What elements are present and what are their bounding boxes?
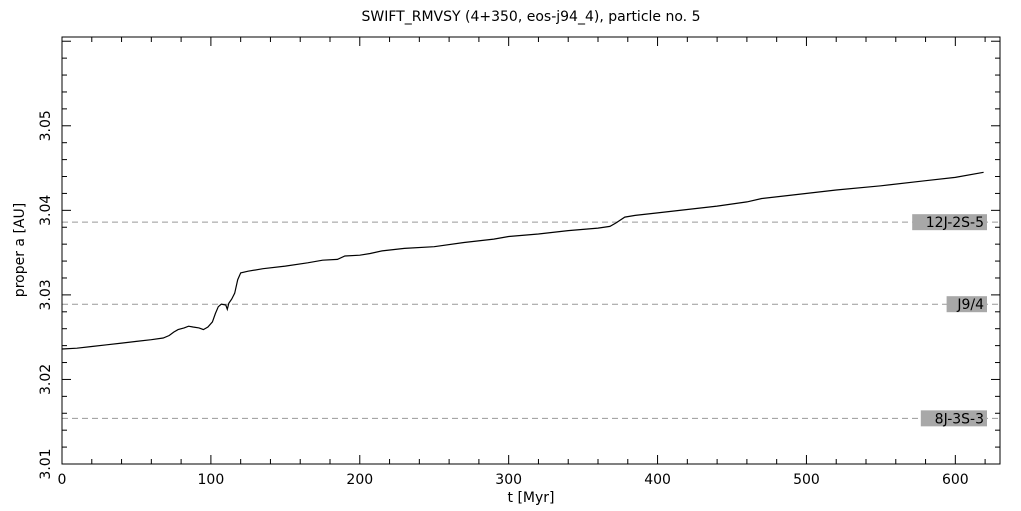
- x-tick-label: 600: [942, 472, 969, 488]
- resonance-label: 8J-3S-3: [935, 411, 984, 427]
- y-tick-label: 3.04: [38, 195, 54, 226]
- x-tick-label: 200: [346, 472, 373, 488]
- series-layer: [61, 171, 984, 350]
- plot-frame: [61, 36, 1001, 465]
- resonance-label: 12J-2S-5: [926, 215, 984, 231]
- resonance-label-box: [946, 296, 987, 313]
- x-tick-label: 400: [644, 472, 671, 488]
- series-line: [61, 171, 984, 350]
- resonance-label-box: [912, 214, 987, 231]
- resonance-label-box: [920, 410, 987, 427]
- resonance-label: J9/4: [956, 297, 984, 313]
- y-tick-label: 3.03: [38, 279, 54, 310]
- resonance-lines: [62, 221, 1000, 419]
- y-tick-label: 3.01: [38, 448, 54, 479]
- x-tick-label: 300: [495, 472, 522, 488]
- resonance-labels: 12J-2S-5 J9/4 8J-3S-3: [912, 214, 987, 427]
- x-tick-label: 100: [198, 472, 225, 488]
- x-tick-label: 500: [793, 472, 820, 488]
- y-axis-title: proper a [AU]: [12, 203, 28, 297]
- y-tick-label: 3.05: [38, 110, 54, 141]
- x-axis-ticks: 0 100 200 300 400 500 600: [58, 37, 986, 488]
- y-tick-label: 3.02: [38, 364, 54, 395]
- y-axis-ticks: 3.01 3.02 3.03 3.04 3.05: [38, 40, 1000, 480]
- chart-title: SWIFT_RMVSY (4+350, eos-j94_4), particle…: [362, 9, 701, 25]
- x-tick-label: 0: [58, 472, 67, 488]
- x-axis-title: t [Myr]: [508, 490, 555, 506]
